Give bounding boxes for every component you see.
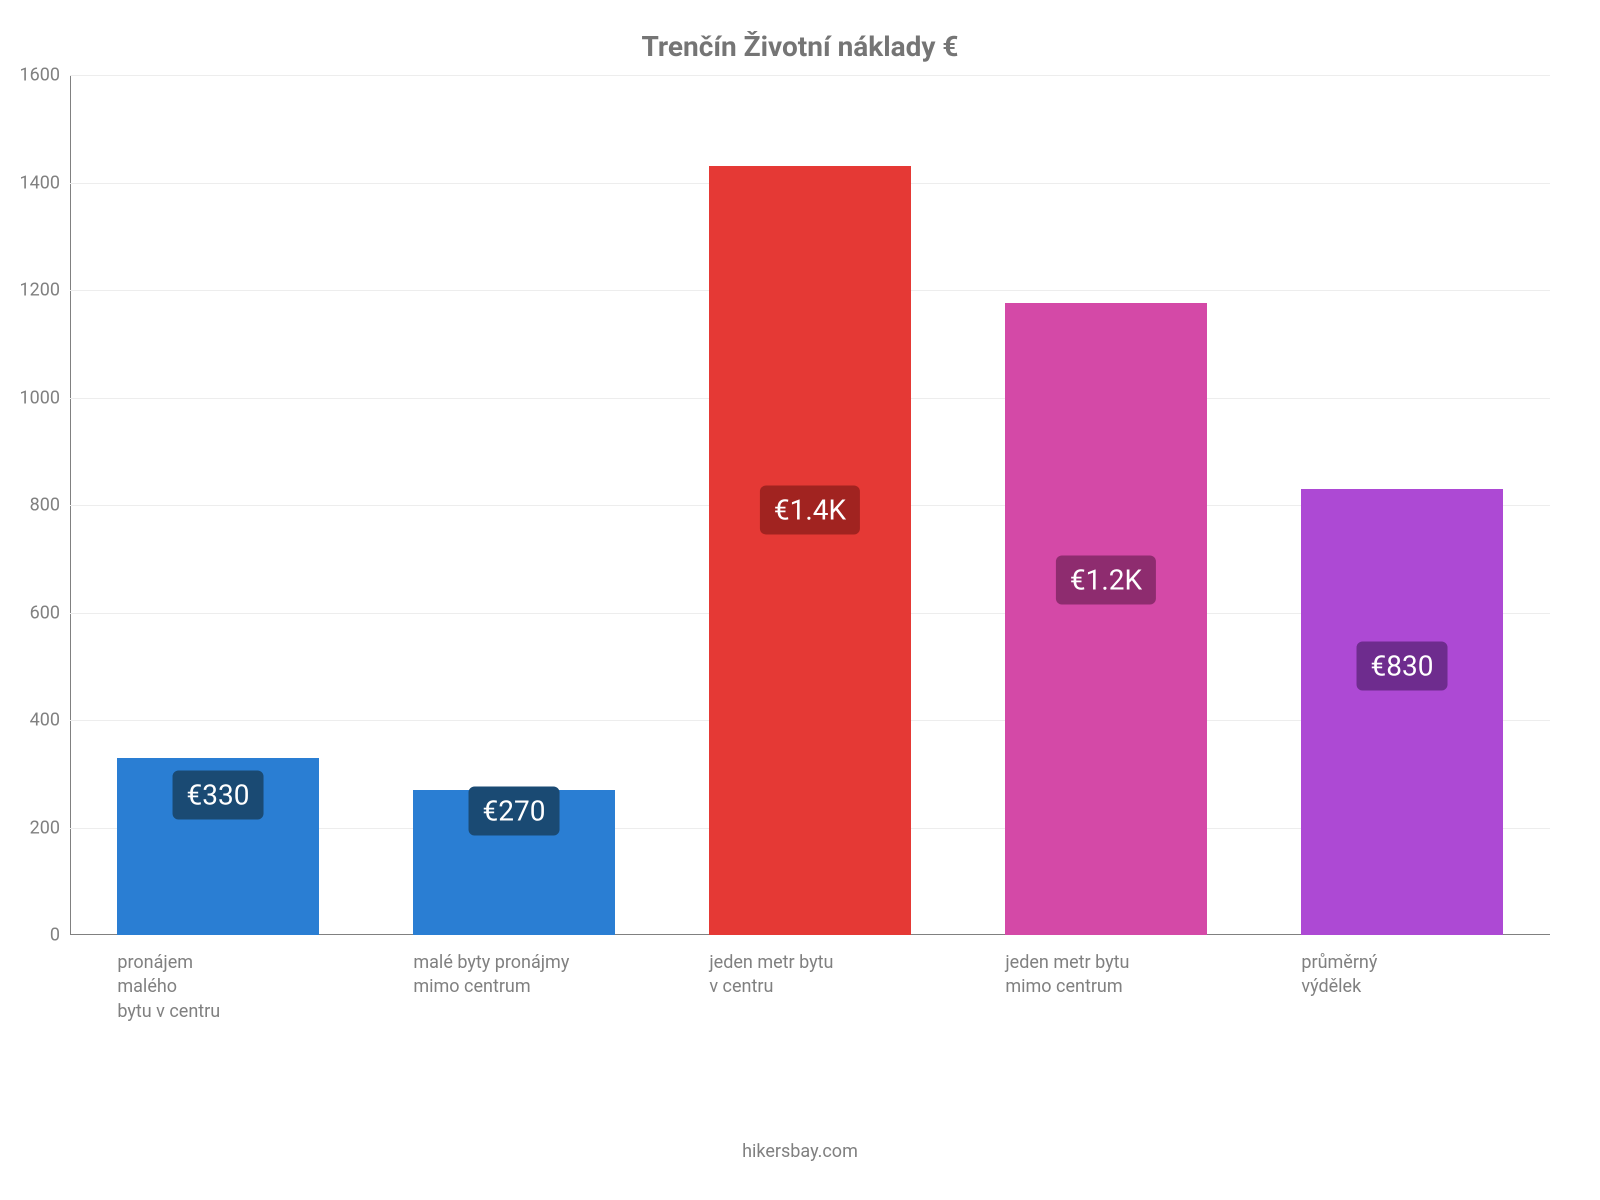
x-tick-label: jeden metr bytu mimo centrum xyxy=(1005,935,1266,1000)
x-tick-label: jeden metr bytu v centru xyxy=(709,935,970,1000)
bar-value-label: €830 xyxy=(1357,642,1448,691)
bar xyxy=(709,166,910,935)
y-tick-label: 1600 xyxy=(20,65,70,86)
bar-value-label: €1.2K xyxy=(1056,556,1156,605)
bar-value-label: €270 xyxy=(469,787,560,836)
plot-area: 02004006008001000120014001600€330pronáje… xyxy=(70,75,1550,935)
bar xyxy=(1005,303,1206,935)
bar-value-label: €330 xyxy=(173,771,264,820)
x-tick-label: pronájem malého bytu v centru xyxy=(117,935,378,1024)
x-tick-label: malé byty pronájmy mimo centrum xyxy=(413,935,674,1000)
y-tick-label: 800 xyxy=(30,495,70,516)
bar-chart: Trenčín Životní náklady € 02004006008001… xyxy=(0,0,1600,1200)
y-tick-label: 1400 xyxy=(20,172,70,193)
bar xyxy=(1301,489,1502,935)
y-tick-label: 0 xyxy=(50,925,70,946)
y-tick-label: 1000 xyxy=(20,387,70,408)
gridline xyxy=(70,75,1550,76)
y-tick-label: 400 xyxy=(30,710,70,731)
chart-title: Trenčín Životní náklady € xyxy=(0,30,1600,63)
y-tick-label: 200 xyxy=(30,817,70,838)
x-tick-label: průměrný výdělek xyxy=(1301,935,1562,1000)
y-tick-label: 1200 xyxy=(20,280,70,301)
bar-value-label: €1.4K xyxy=(760,486,860,535)
y-tick-label: 600 xyxy=(30,602,70,623)
chart-footer: hikersbay.com xyxy=(0,1141,1600,1162)
